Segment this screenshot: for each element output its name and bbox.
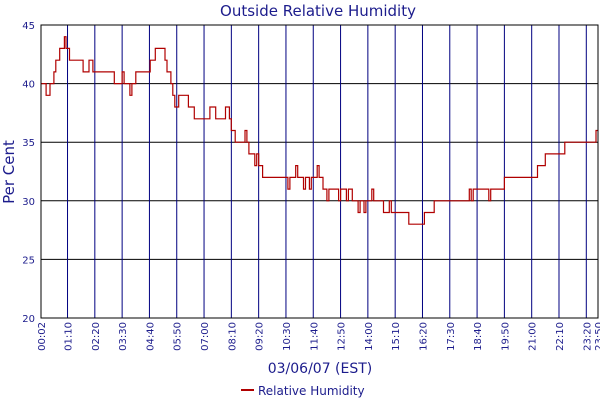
x-tick-label: 01:10 [64, 322, 75, 351]
x-tick-label: 10:30 [282, 322, 293, 351]
y-tick-label: 45 [22, 21, 35, 32]
y-axis-label: Per Cent [0, 140, 18, 204]
y-tick-label: 20 [22, 314, 35, 325]
x-tick-label: 02:20 [91, 322, 102, 351]
x-tick-label: 22:10 [555, 322, 566, 351]
x-tick-label: 15:10 [391, 322, 402, 351]
y-tick-labels: 20 25 30 35 40 45 [22, 21, 35, 325]
x-tick-label: 04:40 [145, 322, 156, 351]
x-tick-label: 11:40 [309, 322, 320, 351]
x-tick-label: 03:30 [118, 322, 129, 351]
chart-title: Outside Relative Humidity [220, 2, 416, 20]
grid-lines [41, 25, 598, 318]
x-tick-label: 05:50 [173, 322, 184, 351]
x-tick-label: 08:10 [227, 322, 238, 351]
legend-label: Relative Humidity [258, 384, 365, 398]
x-tick-label: 18:40 [473, 322, 484, 351]
legend: Relative Humidity [241, 384, 365, 398]
x-tick-label: 23:20 [582, 322, 593, 351]
x-tick-label: 12:50 [337, 322, 348, 351]
x-tick-label: 16:20 [418, 322, 429, 351]
x-tick-label: 21:00 [528, 322, 539, 351]
x-tick-label: 09:20 [255, 322, 266, 351]
y-tick-label: 35 [22, 138, 35, 149]
x-tick-label: 19:50 [500, 322, 511, 351]
x-tick-label: 07:00 [200, 322, 211, 351]
x-axis-label: 03/06/07 (EST) [268, 361, 373, 377]
plot-area-frame [40, 24, 599, 319]
x-tick-label: 00:02 [37, 322, 48, 351]
x-tick-labels: 00:02 01:10 02:20 03:30 04:40 05:50 07:00 08:10… [37, 322, 600, 351]
series-lines [41, 36, 598, 225]
y-tick-label: 25 [22, 255, 35, 266]
x-tick-label: 17:30 [446, 322, 457, 351]
y-tick-label: 30 [22, 197, 35, 208]
x-tick-label: 14:00 [364, 322, 375, 351]
x-tick-label: 23:50 [594, 322, 600, 351]
series-line [41, 36, 598, 225]
y-tick-label: 40 [22, 80, 35, 91]
